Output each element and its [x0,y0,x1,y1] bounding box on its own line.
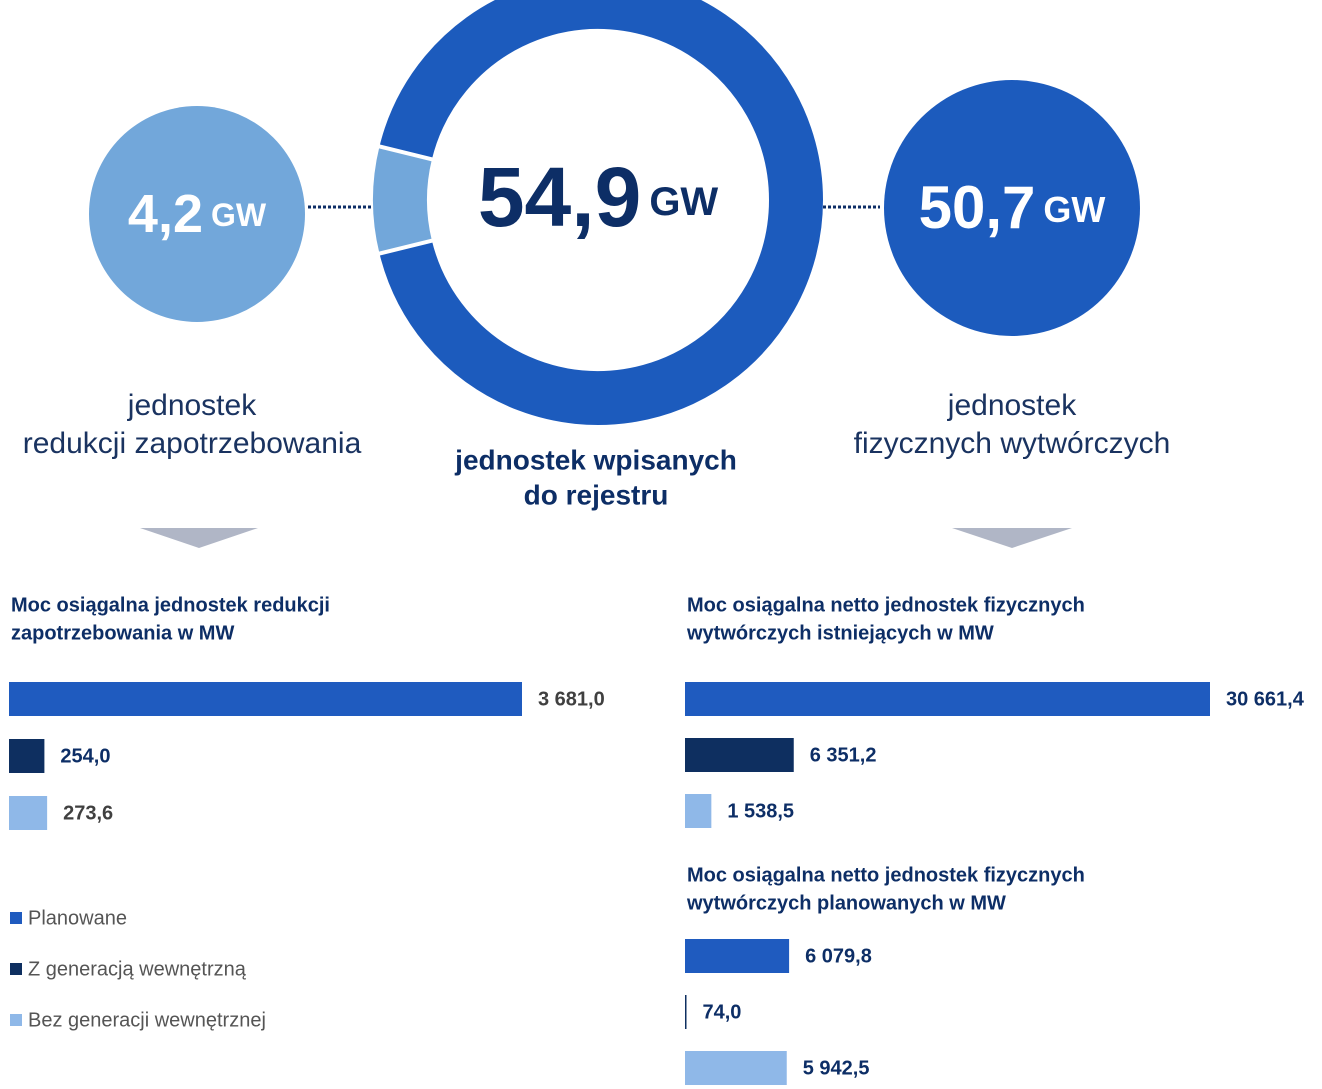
value-label: 3 681,0 [538,688,605,710]
value-label: 6 351,2 [810,744,877,766]
legend-label: Z generacją wewnętrzną [28,958,247,980]
chart-title: zapotrzebowania w MW [11,622,234,644]
value-circle [89,106,305,322]
bar [685,995,687,1029]
pointer [952,528,1072,548]
bar [685,939,790,973]
legend-swatch [10,912,22,924]
legend-label: Bez generacji wewnętrznej [28,1009,266,1031]
chart-title: Moc osiągalna netto jednostek fizycznych [687,864,1085,886]
unit: GW [649,180,718,224]
value-label: 254,0 [60,745,110,767]
chart-title: Moc osiągalna netto jednostek fizycznych [687,594,1085,616]
category-label: jednostek [127,389,257,422]
bar [685,738,794,772]
bar [685,682,1210,716]
circle-value: 4,2 GW [128,184,267,244]
value-label: 1 538,5 [727,800,794,822]
value-label: 30 661,4 [1226,688,1305,710]
pointer [140,528,258,548]
value: 4,2 [128,184,203,244]
category-label: jednostek [947,389,1077,422]
chart-title: Moc osiągalna jednostek redukcji [11,594,330,616]
donut-title: do rejestru [524,479,669,510]
legend-swatch [10,963,22,975]
legend-swatch [10,1014,22,1026]
donut-title: jednostek wpisanych [454,444,737,475]
bar [685,1051,787,1085]
value-label: 6 079,8 [805,945,872,967]
donut-segment [379,0,823,425]
separator [378,144,434,162]
separator [378,238,434,256]
unit: GW [1043,189,1105,230]
category-label: fizycznych wytwórczych [854,427,1171,460]
legend-label: Planowane [28,907,127,929]
category-label: redukcji zapotrzebowania [23,427,362,460]
value-label: 5 942,5 [803,1057,870,1079]
bar [9,682,522,716]
chart-title: wytwórczych planowanych w MW [686,892,1006,914]
circle-value: 50,7 GW [919,174,1106,241]
value: 50,7 [919,174,1036,241]
chart-title: wytwórczych istniejących w MW [686,622,994,644]
value-label: 273,6 [63,802,113,824]
value-label: 74,0 [703,1001,742,1023]
value-circle [884,80,1140,336]
unit: GW [211,197,267,233]
value: 54,9 [478,150,642,244]
total: 54,9 GW [478,150,719,244]
bar [685,794,712,828]
bar [9,739,45,773]
bar [9,796,48,830]
donut-segment [373,146,433,254]
